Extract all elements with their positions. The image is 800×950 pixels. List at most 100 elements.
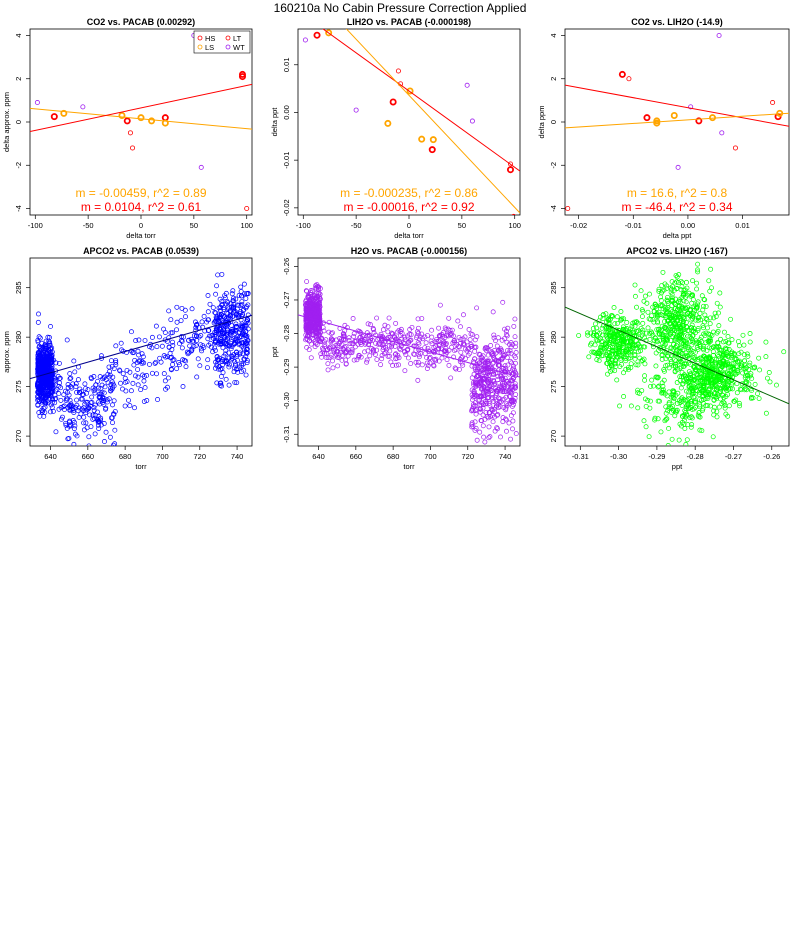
chart-title: CO2 vs. LIH2O (-14.9) bbox=[631, 17, 723, 27]
data-point bbox=[490, 419, 496, 425]
data-point-ls bbox=[418, 135, 426, 143]
data-point bbox=[229, 304, 235, 310]
data-point bbox=[659, 303, 665, 309]
chart-apco2_lih2o: APCO2 vs. LIH2O (-167) -0.31 -0.30 -0.29 -0.… bbox=[537, 246, 790, 471]
data-point bbox=[141, 378, 147, 384]
data-point bbox=[39, 377, 45, 383]
data-point bbox=[41, 369, 47, 375]
data-point-ls bbox=[118, 112, 126, 120]
data-point bbox=[479, 386, 485, 391]
data-point bbox=[229, 291, 235, 297]
data-point bbox=[212, 340, 218, 346]
data-point bbox=[98, 353, 104, 359]
data-point-ls bbox=[137, 114, 145, 122]
x-tick-label: 740 bbox=[231, 452, 244, 461]
data-point bbox=[510, 426, 515, 432]
data-point bbox=[113, 359, 119, 365]
data-point bbox=[627, 331, 633, 337]
data-point bbox=[168, 366, 174, 372]
data-point bbox=[334, 349, 340, 355]
data-point bbox=[239, 361, 245, 367]
data-point bbox=[692, 349, 698, 355]
data-point bbox=[722, 385, 728, 391]
data-point bbox=[48, 378, 54, 384]
plot-area bbox=[30, 32, 252, 212]
data-point-lt bbox=[565, 206, 571, 212]
data-point bbox=[355, 341, 361, 347]
data-point bbox=[64, 425, 70, 431]
legend-marker bbox=[225, 35, 231, 41]
data-point bbox=[649, 330, 655, 336]
data-point bbox=[70, 381, 76, 387]
data-point bbox=[67, 371, 73, 377]
data-point bbox=[612, 321, 618, 327]
data-point bbox=[688, 371, 694, 377]
data-point bbox=[469, 375, 475, 381]
data-point bbox=[372, 352, 378, 357]
data-point bbox=[419, 362, 425, 368]
data-point bbox=[224, 343, 230, 349]
data-point bbox=[36, 334, 42, 340]
data-point bbox=[222, 293, 228, 299]
x-tick-label: 680 bbox=[387, 452, 400, 461]
data-point bbox=[662, 281, 668, 287]
data-point bbox=[642, 377, 648, 383]
x-tick-label: -0.30 bbox=[610, 452, 627, 461]
data-point bbox=[233, 336, 239, 342]
data-point bbox=[723, 347, 729, 352]
x-tick-label: 660 bbox=[82, 452, 95, 461]
data-point-ls bbox=[60, 109, 68, 117]
data-point bbox=[679, 311, 685, 316]
data-point bbox=[467, 337, 473, 343]
data-point bbox=[205, 328, 211, 333]
data-point bbox=[177, 362, 182, 368]
data-point bbox=[625, 367, 631, 373]
data-point bbox=[729, 371, 735, 377]
data-point bbox=[95, 417, 100, 423]
data-point bbox=[389, 330, 394, 336]
data-point bbox=[706, 366, 712, 372]
data-point bbox=[112, 441, 118, 446]
data-point bbox=[237, 364, 242, 370]
data-point bbox=[720, 351, 726, 357]
data-point bbox=[707, 372, 713, 378]
data-point bbox=[617, 344, 623, 350]
data-point bbox=[212, 310, 218, 315]
legend-marker bbox=[225, 44, 231, 50]
data-point bbox=[625, 349, 631, 355]
data-point bbox=[639, 307, 645, 313]
data-point bbox=[325, 367, 331, 373]
fit-annotation: m = -0.00016, r^2 = 0.92 bbox=[343, 200, 474, 214]
data-point bbox=[711, 374, 717, 380]
data-point bbox=[479, 357, 485, 363]
data-point bbox=[374, 357, 380, 363]
data-point bbox=[674, 286, 680, 292]
data-point bbox=[92, 386, 98, 392]
data-point bbox=[47, 396, 53, 402]
data-point-lt bbox=[626, 76, 632, 82]
data-point bbox=[66, 392, 72, 398]
data-point bbox=[469, 332, 475, 338]
data-point bbox=[119, 347, 125, 353]
data-point bbox=[504, 428, 509, 434]
data-point bbox=[462, 356, 468, 362]
data-point bbox=[397, 346, 403, 352]
legend-label: WT bbox=[233, 43, 245, 52]
data-point bbox=[228, 301, 234, 307]
data-point-ls bbox=[406, 87, 414, 95]
data-point bbox=[429, 334, 435, 340]
data-point bbox=[484, 345, 489, 350]
data-point bbox=[471, 344, 477, 350]
x-tick-label: -100 bbox=[28, 221, 43, 230]
data-point bbox=[126, 397, 131, 403]
data-point bbox=[623, 327, 629, 333]
data-point bbox=[103, 429, 109, 435]
data-point bbox=[609, 363, 615, 369]
data-point bbox=[741, 342, 747, 348]
data-point bbox=[446, 362, 452, 368]
data-point bbox=[669, 353, 675, 359]
data-point bbox=[196, 334, 202, 340]
data-point bbox=[342, 322, 348, 328]
data-point bbox=[629, 339, 634, 344]
data-point bbox=[60, 404, 66, 410]
